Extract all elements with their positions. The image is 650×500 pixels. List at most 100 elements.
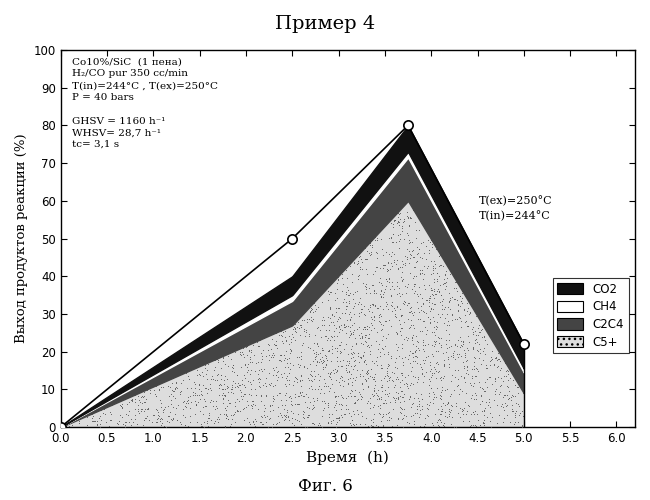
Point [282,372,293,380]
Point [458,406,468,414]
Point [361,331,371,339]
Point [435,261,445,269]
Point [473,348,483,356]
Point [154,416,164,424]
Point [284,368,294,376]
Point [453,352,463,360]
Point [134,396,144,404]
Point [211,402,221,410]
Point [415,422,426,430]
Point [263,340,273,348]
Point [242,377,253,385]
Point [306,382,317,390]
Point [428,394,439,402]
Point [168,415,178,423]
Point [115,401,125,409]
Point [281,347,291,355]
Point [430,410,440,418]
Point [322,313,333,321]
Point [350,340,361,347]
Point [375,404,385,411]
Point [434,252,444,260]
Point [475,350,486,358]
Point [135,398,146,406]
Point [298,410,308,418]
Point [415,270,425,278]
Point [317,322,328,330]
Point [280,333,291,341]
Point [412,250,423,258]
Point [309,339,319,347]
Point [469,358,479,366]
Point [454,350,465,358]
Point [363,398,373,406]
Point [376,326,387,334]
Point [294,352,304,360]
Point [329,312,339,320]
Point [403,334,413,342]
Point [332,414,343,422]
Point [376,362,386,370]
Point [176,386,186,394]
Point [438,421,448,429]
Point [280,391,290,399]
Point [355,263,365,271]
Point [408,417,419,425]
Point [426,270,437,278]
Point [409,280,419,288]
Point [405,393,415,401]
Point [362,398,372,406]
Point [330,402,341,409]
Point [214,384,224,392]
Point [318,397,329,405]
Point [176,420,186,428]
Point [259,365,269,373]
Point [450,340,460,348]
Point [167,416,177,424]
Point [471,392,481,400]
Point [388,220,398,228]
Point [404,418,414,426]
Point [313,419,324,427]
Point [460,357,471,365]
Point [399,215,410,223]
Point [337,393,347,401]
Point [96,406,106,414]
Point [410,258,421,266]
Point [402,336,413,344]
Point [153,385,164,393]
Point [179,420,190,428]
Point [477,346,488,354]
Point [348,374,359,382]
Point [395,235,405,243]
Point [367,300,377,308]
Point [413,400,424,408]
Point [323,418,333,426]
Point [420,284,430,292]
Point [299,326,309,334]
Point [356,340,367,347]
Point [415,316,425,324]
Point [470,372,480,380]
Point [348,330,359,338]
Point [359,302,369,310]
Point [383,360,393,368]
Point [433,416,443,424]
Point [442,274,452,282]
Point [292,416,302,424]
Point [322,336,332,344]
Point [343,322,353,330]
Point [266,345,276,353]
Point [136,405,146,413]
Point [350,340,361,348]
Point [391,302,402,310]
Point [396,404,406,411]
Point [441,348,451,356]
Point [220,391,231,399]
Point [215,380,226,388]
Point [326,318,336,326]
Point [247,404,257,412]
Point [216,371,227,379]
Point [317,344,327,352]
Point [133,409,144,417]
